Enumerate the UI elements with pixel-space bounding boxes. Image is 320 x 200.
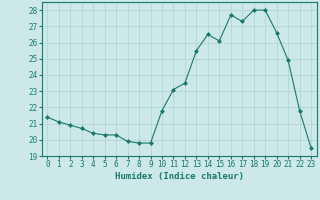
X-axis label: Humidex (Indice chaleur): Humidex (Indice chaleur) bbox=[115, 172, 244, 181]
